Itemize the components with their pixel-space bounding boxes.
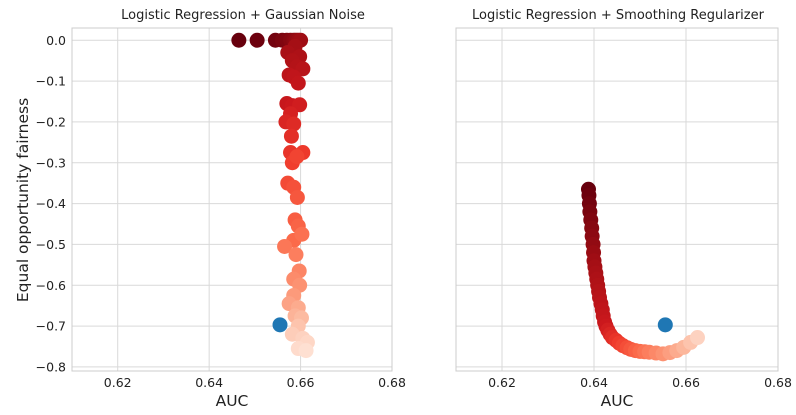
- x-tick-label: 0.62: [104, 375, 132, 390]
- scatter-point: [290, 75, 306, 91]
- x-tick-label: 0.62: [488, 375, 516, 390]
- scatter-point: [249, 32, 265, 48]
- tick-labels: 0.62 0.64 0.66 0.68: [488, 375, 792, 390]
- tick-labels: 0.62 0.64 0.66 0.68 0.0 −0.1 −0.2 −0.3 −0.4 −0.5 −…: [36, 33, 406, 390]
- scatter-point: [294, 226, 310, 242]
- baseline-point: [272, 317, 288, 333]
- y-tick-label: −0.4: [36, 196, 66, 211]
- plot-frame: [71, 27, 393, 372]
- scatter-point: [231, 32, 247, 48]
- scatter-point: [283, 128, 299, 144]
- x-tick-label: 0.68: [764, 375, 792, 390]
- grid-lines: [456, 28, 779, 371]
- baseline-point: [657, 317, 673, 333]
- y-axis-label: Equal opportunity fairness: [14, 98, 32, 302]
- x-axis-label: AUC: [216, 392, 249, 410]
- scatter-point: [286, 116, 302, 132]
- y-tick-label: −0.8: [36, 359, 66, 374]
- y-tick-label: −0.6: [36, 278, 66, 293]
- panel-title: Logistic Regression + Gaussian Noise: [121, 8, 365, 23]
- marks: [231, 32, 315, 359]
- y-tick-label: −0.7: [36, 319, 66, 334]
- scatter-point: [277, 238, 293, 254]
- plot-frame: [455, 27, 779, 372]
- scatter-point: [288, 247, 304, 263]
- scatter-point: [298, 343, 314, 359]
- x-tick-label: 0.66: [672, 375, 700, 390]
- scatter-point: [289, 189, 305, 205]
- scatter-point: [289, 149, 305, 165]
- panel-gaussian-noise: Logistic Regression + Gaussian Noise 0.6…: [14, 8, 406, 410]
- y-tick-label: 0.0: [46, 33, 66, 48]
- grid-lines: [72, 28, 393, 371]
- y-tick-label: −0.3: [36, 155, 66, 170]
- y-tick-label: −0.5: [36, 237, 66, 252]
- panel-smoothing-regularizer: Logistic Regression + Smoothing Regulari…: [455, 8, 792, 410]
- scatter-point: [292, 97, 308, 113]
- x-tick-label: 0.66: [287, 375, 315, 390]
- x-tick-label: 0.68: [378, 375, 406, 390]
- y-tick-label: −0.2: [36, 114, 66, 129]
- x-tick-label: 0.64: [580, 375, 608, 390]
- scatter-point: [690, 330, 705, 346]
- x-axis-label: AUC: [601, 392, 634, 410]
- y-tick-label: −0.1: [36, 74, 66, 89]
- x-tick-label: 0.64: [195, 375, 223, 390]
- panel-title: Logistic Regression + Smoothing Regulari…: [472, 8, 765, 23]
- marks: [580, 181, 705, 362]
